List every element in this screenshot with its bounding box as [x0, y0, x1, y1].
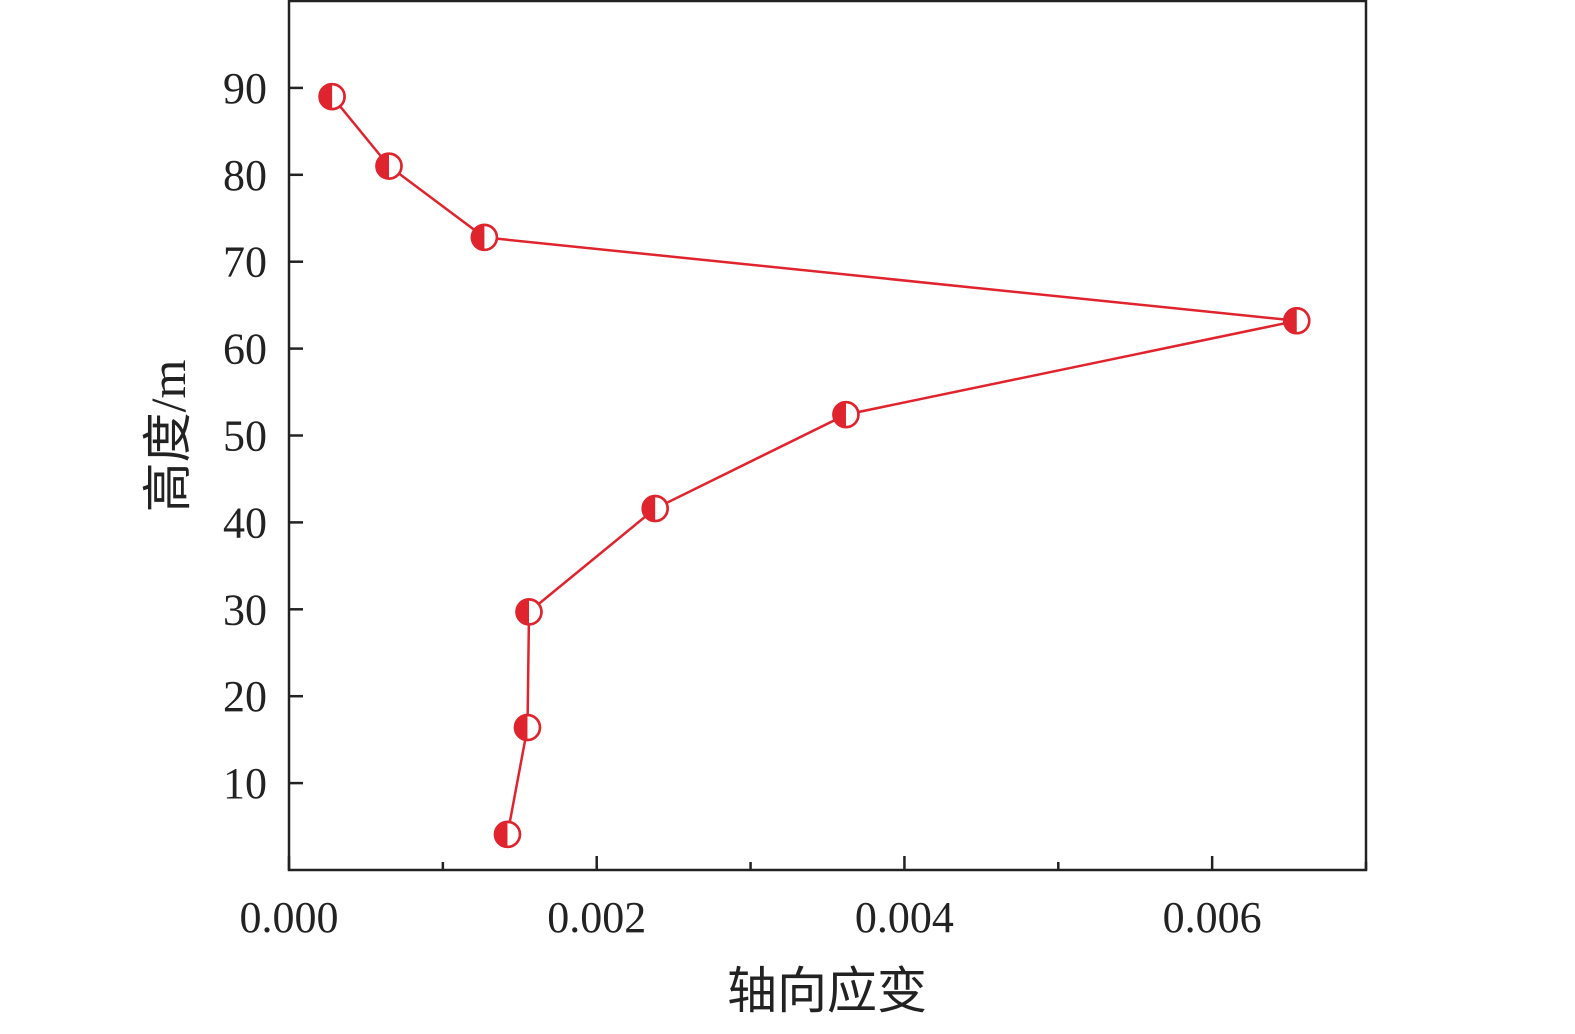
y-axis-label: 高度/m: [140, 360, 196, 513]
plot-frame: [287, 0, 1368, 872]
data-point-outline: [515, 598, 543, 626]
y-tick-label: 50: [223, 412, 267, 461]
y-tick-label: 80: [223, 151, 267, 200]
data-point: [318, 82, 346, 111]
data-point: [1283, 307, 1311, 335]
data-point: [493, 820, 522, 849]
y-tick-label: 60: [223, 325, 267, 374]
data-point-outline: [375, 152, 403, 180]
y-tick-label: 20: [223, 672, 267, 721]
x-tick-label: 0.004: [855, 893, 954, 942]
x-axis-ticks: 0.000 0.002 0.004 0.006: [240, 856, 1368, 942]
y-tick-label: 90: [223, 64, 267, 113]
data-point-outline: [493, 820, 522, 849]
data-point-outline: [318, 82, 346, 111]
data-point-fill: [319, 84, 333, 110]
data-point-fill: [1284, 308, 1297, 334]
series-lines: [331, 95, 1298, 835]
data-point: [375, 152, 403, 180]
series-line: [331, 95, 1298, 835]
y-tick-label: 40: [223, 498, 267, 547]
data-point-fill: [642, 495, 656, 521]
data-point-outline: [470, 223, 499, 252]
data-point-fill: [494, 821, 508, 847]
data-point-outline: [513, 713, 542, 742]
x-tick-label: 0.006: [1163, 893, 1262, 942]
series-points: [318, 82, 1311, 849]
data-point: [513, 713, 542, 742]
data-point: [470, 223, 499, 252]
data-point-outline: [1283, 307, 1311, 335]
data-point-fill: [376, 153, 390, 179]
data-point-outline: [641, 494, 669, 523]
data-point: [515, 598, 543, 626]
y-tick-label: 10: [223, 759, 267, 808]
x-tick-label: 0.000: [240, 893, 339, 942]
data-point: [641, 494, 669, 523]
plot-border: [287, 0, 1368, 872]
data-point-fill: [833, 402, 846, 428]
data-point-fill: [471, 224, 485, 250]
x-axis-label: 轴向应变: [727, 963, 927, 1019]
y-axis-ticks: 10 20 30 40 50 60 70 80 90: [223, 64, 303, 808]
y-tick-label: 70: [223, 238, 267, 287]
data-point-outline: [832, 400, 860, 429]
data-point-fill: [514, 714, 528, 740]
data-point: [832, 400, 860, 429]
y-tick-label: 30: [223, 585, 267, 634]
data-point-fill: [516, 599, 530, 625]
x-tick-label: 0.002: [547, 893, 646, 942]
